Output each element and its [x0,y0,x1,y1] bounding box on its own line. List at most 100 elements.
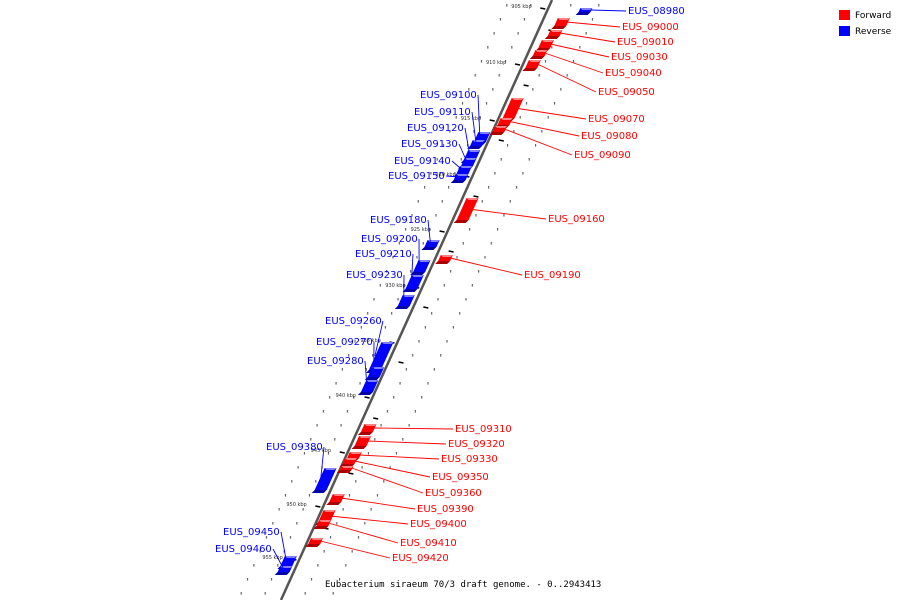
guide-dot [538,74,540,77]
gene-block-highlight [359,436,372,438]
tick-label: 925 kbp [411,227,431,233]
gene-block[interactable] [314,468,337,490]
gene-eus_09410[interactable]: EUS_09410 [313,520,457,549]
gene-eus_09460[interactable]: EUS_09460 [215,544,293,575]
gene-block[interactable] [367,367,385,377]
gene-block[interactable] [360,380,379,392]
gene-block[interactable] [280,556,297,566]
gene-eus_09420[interactable]: EUS_09420 [305,538,449,564]
gene-label[interactable]: EUS_09040 [605,68,662,79]
gene-eus_09200[interactable]: EUS_09200 [361,234,431,275]
guide-dot [465,298,467,301]
gene-label[interactable]: EUS_09230 [346,270,403,281]
guide-dot [253,564,255,567]
gene-eus_09110[interactable]: EUS_09110 [414,107,485,149]
gene-label[interactable]: EUS_09050 [598,87,655,98]
gene-label[interactable]: EUS_09000 [622,22,679,33]
gene-eus_09360[interactable]: EUS_09360 [336,466,482,499]
gene-eus_09150[interactable]: EUS_09150 [388,171,469,183]
guide-dot [304,592,306,595]
gene-eus_09280[interactable]: EUS_09280 [307,356,379,395]
gene-block[interactable] [463,150,481,160]
gene-label[interactable]: EUS_09090 [574,150,631,161]
gene-label[interactable]: EUS_09400 [410,519,467,530]
gene-label[interactable]: EUS_09100 [420,90,477,101]
gene-eus_09310[interactable]: EUS_09310 [357,424,512,435]
tick-mark [423,306,429,309]
gene-label[interactable]: EUS_09030 [611,52,668,63]
gene-block[interactable] [397,295,415,306]
gene-block[interactable] [318,510,336,522]
gene-label[interactable]: EUS_09360 [425,488,482,499]
gene-eus_09030[interactable]: EUS_09030 [535,40,668,63]
guide-dot [376,494,379,497]
gene-eus_09160[interactable]: EUS_09160 [453,198,605,225]
guide-dot [341,368,343,371]
gene-eus_09390[interactable]: EUS_09390 [326,494,474,515]
gene-eus_09050[interactable]: EUS_09050 [522,60,655,98]
gene-label[interactable]: EUS_09450 [223,527,280,538]
gene-label[interactable]: EUS_09210 [355,249,412,260]
guide-dot [405,368,407,371]
gene-label[interactable]: EUS_09460 [215,544,272,555]
gene-block[interactable] [502,98,524,118]
gene-eus_09080[interactable]: EUS_09080 [494,118,638,142]
gene-label[interactable]: EUS_09310 [455,424,512,435]
gene-eus_09320[interactable]: EUS_09320 [351,436,505,450]
guide-dot [435,214,437,217]
guide-dot [246,578,249,581]
gene-eus_09070[interactable]: EUS_09070 [499,98,645,125]
gene-block[interactable] [368,342,394,370]
gene-label[interactable]: EUS_09200 [361,234,418,245]
gene-block[interactable] [456,198,479,220]
guide-dot [449,130,451,133]
guide-dot [560,88,562,91]
tick-mark [339,451,345,454]
gene-label[interactable]: EUS_08980 [628,6,685,17]
gene-block[interactable] [405,275,424,289]
gene-eus_09010[interactable]: EUS_09010 [544,30,674,48]
gene-eus_08980[interactable]: EUS_08980 [575,6,685,17]
gene-block-shadow [357,392,373,395]
gene-label[interactable]: EUS_09330 [441,454,498,465]
guide-dot [240,592,242,595]
gene-eus_09270[interactable]: EUS_09270 [316,337,385,380]
gene-block[interactable] [413,260,431,272]
gene-label[interactable]: EUS_09280 [307,356,364,367]
gene-eus_09180[interactable]: EUS_09180 [370,215,440,250]
gene-leader-line [450,257,523,276]
gene-label[interactable]: EUS_09120 [407,123,464,134]
gene-label[interactable]: EUS_09150 [388,171,445,182]
gene-label[interactable]: EUS_09070 [588,114,645,125]
gene-eus_09380[interactable]: EUS_09380 [266,442,337,493]
guide-dot [354,340,356,343]
gene-block[interactable] [473,132,491,142]
gene-block-highlight [466,198,479,200]
gene-eus_09000[interactable]: EUS_09000 [551,18,679,33]
gene-label[interactable]: EUS_09080 [581,131,638,142]
gene-label[interactable]: EUS_09410 [400,538,457,549]
gene-label[interactable]: EUS_09420 [392,553,449,564]
gene-eus_09040[interactable]: EUS_09040 [529,50,662,79]
gene-eus_09230[interactable]: EUS_09230 [346,270,415,309]
gene-eus_09330[interactable]: EUS_09330 [344,452,498,465]
gene-label[interactable]: EUS_09110 [414,107,471,118]
gene-eus_09210[interactable]: EUS_09210 [355,249,424,292]
guide-dot [494,172,496,175]
gene-label[interactable]: EUS_09270 [316,337,373,348]
gene-label[interactable]: EUS_09190 [524,270,581,281]
gene-block[interactable] [354,436,372,446]
gene-label[interactable]: EUS_09350 [432,472,489,483]
gene-label[interactable]: EUS_09260 [325,316,382,327]
gene-label[interactable]: EUS_09140 [394,156,451,167]
gene-label[interactable]: EUS_09010 [617,37,674,48]
gene-label[interactable]: EUS_09180 [370,215,427,226]
gene-label[interactable]: EUS_09380 [266,442,323,453]
gene-label[interactable]: EUS_09320 [448,439,505,450]
gene-label[interactable]: EUS_09130 [401,139,458,150]
gene-label[interactable]: EUS_09160 [548,214,605,225]
gene-eus_09090[interactable]: EUS_09090 [489,126,631,161]
gene-eus_09190[interactable]: EUS_09190 [435,255,581,281]
gene-label[interactable]: EUS_09390 [417,504,474,515]
gene-block-shadow [394,306,410,309]
